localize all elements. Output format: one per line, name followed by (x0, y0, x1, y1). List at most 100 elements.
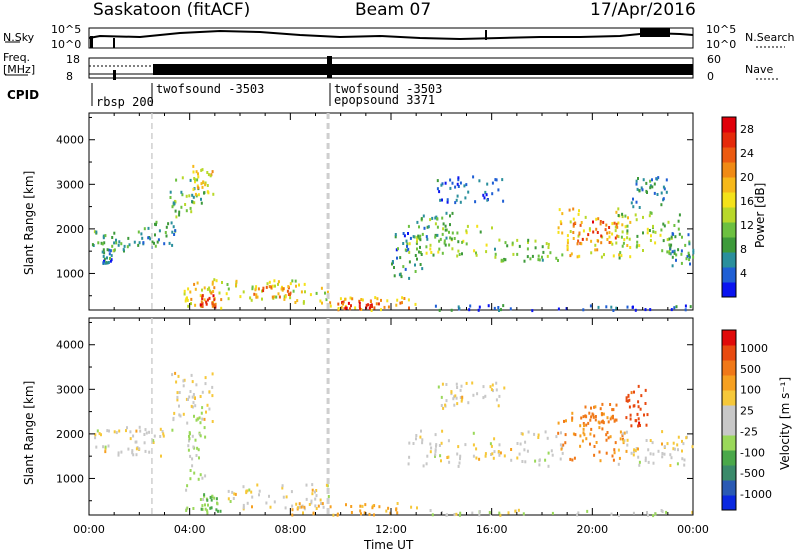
echo-cell (436, 233, 439, 237)
echo-cell (95, 230, 98, 234)
echo-cell (692, 255, 695, 259)
echo-cell (474, 200, 477, 204)
echo-cell (541, 245, 544, 249)
echo-cell (661, 455, 664, 459)
echo-cell (195, 454, 198, 457)
echo-cell (516, 238, 519, 242)
echo-cell (418, 250, 420, 254)
echo-cell (523, 448, 526, 452)
echo-cell (578, 209, 580, 213)
echo-cell (566, 238, 569, 242)
echo-cell (568, 208, 571, 212)
freq-label-1: Freq. (3, 51, 31, 64)
echo-cell (582, 427, 585, 431)
echo-cell (287, 285, 290, 289)
x-tick-label: 12:00 (375, 523, 407, 536)
echo-cell (284, 506, 287, 510)
echo-cell (368, 512, 371, 516)
echo-cell (615, 241, 618, 245)
echo-cell (493, 450, 496, 454)
echo-cell (450, 237, 453, 241)
echo-cell (246, 501, 249, 505)
station-title: Saskatoon (fitACF) (93, 0, 251, 20)
echo-cell (350, 511, 353, 514)
echo-cell (661, 249, 664, 253)
echo-cell (451, 231, 454, 235)
echo-cell (329, 505, 332, 509)
echo-cell (438, 239, 441, 243)
echo-cell (662, 222, 665, 226)
echo-cell (157, 238, 160, 242)
echo-cell (571, 458, 574, 462)
echo-cell (191, 405, 194, 409)
echo-cell (174, 371, 177, 375)
echo-cell (563, 419, 565, 423)
echo-cell (134, 440, 137, 444)
echo-cell (592, 230, 595, 234)
echo-cell (660, 228, 663, 232)
echo-cell (598, 426, 601, 430)
echo-cell (501, 178, 504, 182)
echo-cell (610, 240, 613, 244)
echo-cell (269, 285, 272, 289)
echo-cell (215, 508, 218, 512)
echo-cell (196, 178, 199, 182)
colorbar-swatch (722, 237, 736, 253)
echo-cell (498, 511, 501, 515)
echo-cell (465, 183, 468, 187)
echo-cell (629, 417, 632, 421)
echo-cell (200, 168, 203, 172)
echo-cell (618, 256, 621, 260)
colorbar-swatch (722, 480, 736, 496)
colorbar-tick-label: 1000 (740, 342, 768, 355)
echo-cell (171, 230, 174, 234)
echo-cell (194, 404, 197, 408)
echo-cell (441, 511, 443, 515)
echo-cell (612, 458, 615, 462)
echo-cell (273, 279, 276, 283)
echo-cell (442, 406, 445, 410)
echo-cell (557, 226, 560, 230)
echo-cell (629, 413, 632, 417)
echo-cell (190, 210, 193, 214)
echo-cell (490, 444, 493, 448)
echo-cell (319, 299, 322, 303)
echo-cell (302, 511, 304, 515)
echo-cell (135, 429, 138, 433)
echo-cell (497, 188, 500, 192)
echo-cell (445, 211, 448, 215)
echo-cell (458, 461, 461, 465)
echo-cell (538, 458, 541, 462)
echo-cell (440, 404, 443, 407)
echo-cell (374, 296, 377, 300)
echo-cell (677, 219, 680, 223)
echo-cell (385, 509, 388, 513)
echo-cell (419, 435, 422, 439)
echo-cell (572, 224, 575, 228)
echo-cell (498, 238, 501, 242)
echo-cell (484, 190, 487, 194)
echo-cell (678, 213, 681, 217)
echo-cell (425, 235, 428, 239)
echo-cell (438, 308, 441, 312)
colorbar-swatch (722, 147, 736, 163)
echo-cell (203, 417, 206, 421)
echo-cell (359, 504, 362, 508)
echo-cell (152, 439, 155, 443)
echo-cell (592, 415, 595, 419)
echo-cell (537, 436, 540, 439)
echo-cell (689, 305, 692, 309)
echo-cell (197, 186, 200, 190)
echo-cell (443, 241, 446, 245)
echo-cell (434, 433, 437, 437)
echo-cell (375, 302, 378, 306)
echo-cell (444, 243, 447, 247)
echo-cell (560, 447, 563, 451)
echo-cell (628, 237, 631, 241)
echo-cell (685, 257, 688, 261)
echo-cell (605, 433, 608, 437)
echo-cell (257, 287, 260, 291)
echo-cell (454, 185, 457, 189)
echo-cell (613, 451, 616, 455)
echo-cell (440, 183, 443, 187)
